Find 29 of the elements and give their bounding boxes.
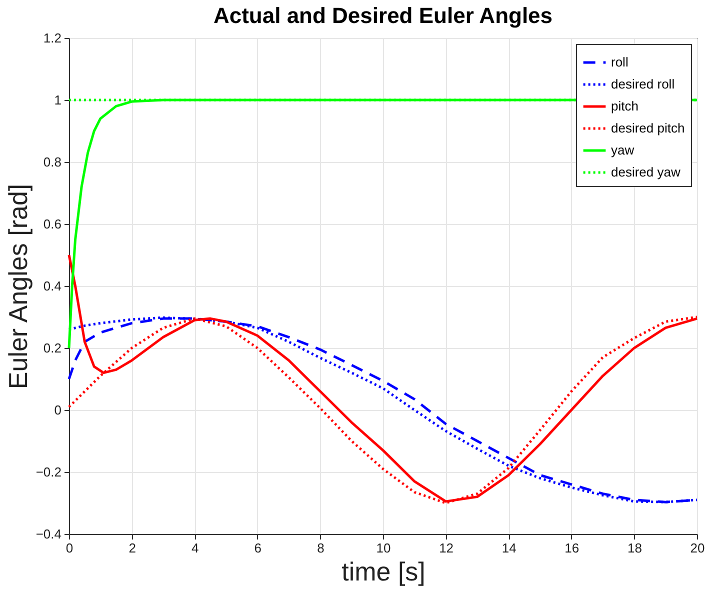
- y-tick-label: 1: [54, 92, 62, 108]
- x-tick-label: 8: [317, 540, 324, 556]
- x-tick-label: 20: [690, 540, 705, 556]
- x-tick-label: 0: [66, 540, 74, 556]
- x-tick-label: 6: [254, 540, 262, 556]
- x-tick-label: 2: [128, 540, 136, 556]
- x-tick-label: 16: [564, 540, 580, 556]
- x-tick-label: 14: [502, 540, 516, 556]
- legend-label: roll: [611, 54, 628, 70]
- x-tick-label: 10: [376, 540, 391, 556]
- legend-label: pitch: [611, 98, 638, 114]
- y-tick-label: 0.2: [43, 340, 62, 356]
- x-tick-label: 4: [191, 540, 199, 556]
- y-tick-label: −0.2: [36, 464, 62, 480]
- x-axis-title: time [s]: [342, 556, 426, 586]
- y-tick-label: 1.2: [43, 30, 62, 46]
- legend-label: desired roll: [611, 76, 675, 92]
- x-tick-label: 18: [627, 540, 642, 556]
- y-tick-label: 0.6: [43, 216, 62, 232]
- legend-label: desired yaw: [611, 164, 681, 180]
- y-tick-label: −0.4: [36, 526, 62, 542]
- chart-title: Actual and Desired Euler Angles: [213, 3, 553, 28]
- x-tick-label: 12: [439, 540, 454, 556]
- legend-label: desired pitch: [611, 120, 685, 136]
- y-tick-label: 0.8: [43, 154, 62, 170]
- y-tick-label: 0: [54, 402, 62, 418]
- y-axis-title: Euler Angles [rad]: [2, 184, 33, 390]
- legend-label: yaw: [611, 142, 635, 158]
- y-tick-label: 0.4: [43, 278, 62, 294]
